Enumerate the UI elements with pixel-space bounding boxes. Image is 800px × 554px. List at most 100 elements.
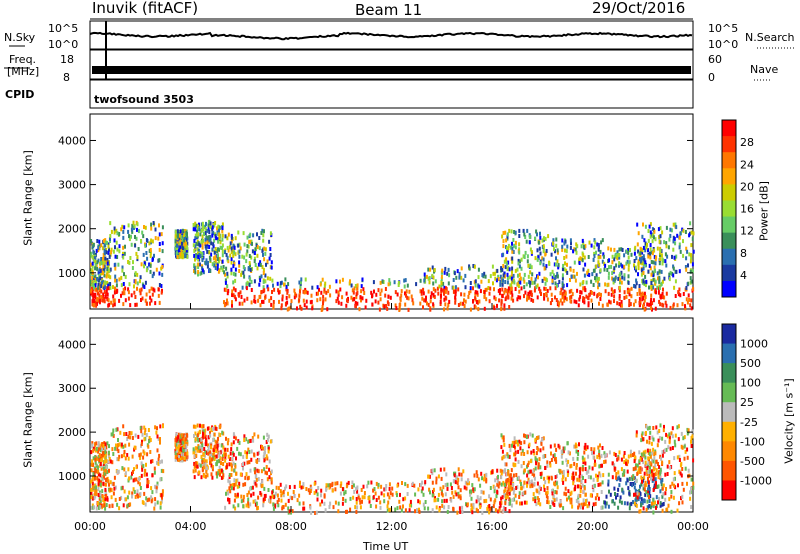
heatmap-cell: [400, 298, 402, 302]
heatmap-cell: [135, 477, 137, 481]
heatmap-cell: [578, 442, 580, 446]
heatmap-cell: [269, 277, 271, 281]
heatmap-cell: [124, 245, 126, 249]
heatmap-cell: [689, 491, 691, 495]
colorbar-swatch: [722, 200, 736, 217]
heatmap-cell: [552, 270, 554, 274]
heatmap-cell: [382, 280, 384, 284]
heatmap-cell: [480, 496, 482, 500]
heatmap-cell: [237, 231, 239, 235]
heatmap-cell: [500, 307, 502, 311]
heatmap-cell: [195, 446, 197, 450]
heatmap-cell: [671, 510, 673, 514]
heatmap-cell: [115, 428, 117, 432]
heatmap-cell: [244, 243, 246, 247]
heatmap-cell: [131, 293, 133, 297]
heatmap-cell: [545, 282, 547, 286]
heatmap-cell: [212, 465, 214, 469]
heatmap-cell: [203, 424, 205, 428]
heatmap-cell: [584, 479, 586, 483]
heatmap-cell: [92, 485, 94, 489]
heatmap-cell: [531, 484, 533, 488]
heatmap-cell: [261, 469, 263, 473]
heatmap-cell: [518, 251, 520, 255]
heatmap-cell: [545, 491, 547, 495]
colorbar-tick-label: -1000: [740, 474, 772, 487]
heatmap-cell: [509, 492, 511, 496]
heatmap-cell: [545, 287, 547, 291]
heatmap-cell: [98, 441, 100, 445]
freq-panel: [90, 50, 693, 79]
heatmap-cell: [340, 484, 342, 488]
heatmap-cell: [462, 469, 464, 473]
heatmap-cell: [682, 436, 684, 440]
heatmap-cell: [441, 499, 443, 503]
heatmap-cell: [691, 478, 693, 482]
heatmap-cell: [137, 495, 139, 499]
heatmap-cell: [322, 295, 324, 299]
heatmap-cell: [108, 451, 110, 455]
heatmap-cell: [436, 477, 438, 481]
heatmap-cell: [583, 503, 585, 507]
heatmap-cell: [426, 302, 428, 306]
heatmap-cell: [257, 435, 259, 439]
heatmap-cell: [518, 460, 520, 464]
heatmap-cell: [277, 282, 279, 286]
heatmap-cell: [427, 475, 429, 479]
heatmap-cell: [598, 283, 600, 287]
heatmap-cell: [508, 484, 510, 488]
heatmap-cell: [550, 301, 552, 305]
heatmap-cell: [311, 294, 313, 298]
heatmap-cell: [439, 508, 441, 512]
heatmap-cell: [399, 302, 401, 306]
heatmap-cell: [526, 435, 528, 439]
heatmap-cell: [254, 300, 256, 304]
colorbar-swatch: [722, 441, 736, 461]
heatmap-cell: [233, 440, 235, 444]
heatmap-cell: [362, 278, 364, 282]
heatmap-cell: [143, 264, 145, 268]
heatmap-cell: [154, 497, 156, 501]
heatmap-cell: [634, 259, 636, 263]
heatmap-cell: [543, 236, 545, 240]
heatmap-cell: [598, 256, 600, 260]
heatmap-cell: [194, 475, 196, 479]
heatmap-cell: [263, 229, 265, 233]
heatmap-cell: [649, 431, 651, 435]
heatmap-cell: [108, 251, 110, 255]
colorbar-tick-label: -100: [740, 435, 765, 448]
heatmap-cell: [575, 472, 577, 476]
heatmap-cell: [112, 432, 114, 436]
heatmap-cell: [630, 450, 632, 454]
heatmap-cell: [472, 286, 474, 290]
heatmap-cell: [282, 295, 284, 299]
heatmap-cell: [614, 467, 616, 471]
heatmap-cell: [123, 432, 125, 436]
heatmap-cell: [489, 299, 491, 303]
heatmap-cell: [682, 302, 684, 306]
heatmap-cell: [661, 230, 663, 234]
heatmap-cell: [119, 244, 121, 248]
heatmap-cell: [217, 225, 219, 229]
heatmap-cell: [577, 484, 579, 488]
heatmap-cell: [91, 459, 93, 463]
heatmap-cell: [140, 239, 142, 243]
heatmap-cell: [498, 298, 500, 302]
heatmap-cell: [389, 487, 391, 491]
colorbar-swatch: [722, 217, 736, 234]
heatmap-cell: [150, 460, 152, 464]
heatmap-cell: [242, 455, 244, 459]
heatmap-cell: [161, 460, 163, 464]
heatmap-cell: [613, 487, 615, 491]
heatmap-cell: [419, 302, 421, 306]
heatmap-cell: [248, 491, 250, 495]
heatmap-cell: [666, 244, 668, 248]
heatmap-cell: [99, 276, 101, 280]
heatmap-cell: [527, 450, 529, 454]
heatmap-cell: [563, 256, 565, 260]
heatmap-cell: [605, 505, 607, 509]
heatmap-cell: [100, 462, 102, 466]
heatmap-cell: [690, 440, 692, 444]
heatmap-cell: [460, 496, 462, 500]
heatmap-cell: [212, 262, 214, 266]
